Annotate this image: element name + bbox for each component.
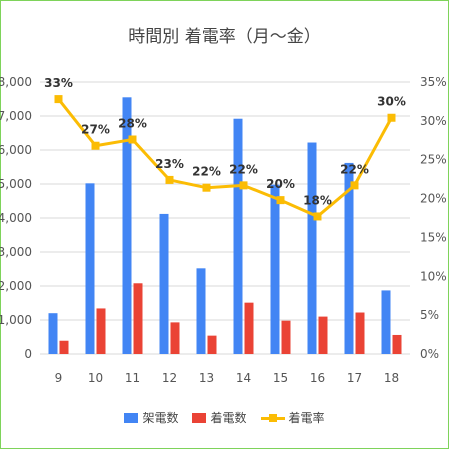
left-tick-label: 8,000 [0,75,32,89]
rate-point [387,113,396,122]
bar-connects [96,308,106,354]
x-tick-label: 13 [199,371,214,385]
bar-calls [381,290,391,354]
bar-calls [344,162,354,354]
rate-point [165,175,174,184]
x-axis-ticks: 9 10 11 12 13 14 15 16 17 18 [55,371,399,385]
rate-data-label: 22% [192,165,221,179]
rate-data-label: 33% [44,76,73,90]
chart-title: 時間別 着電率（月～金） [128,27,321,47]
rate-point [350,181,359,190]
bar-connects [170,322,180,354]
right-tick-label: 25% [420,153,447,167]
rate-point [91,141,100,150]
bar-connects [207,335,217,354]
bar-calls [85,183,95,354]
x-tick-label: 15 [273,371,288,385]
rate-point [276,196,285,205]
right-tick-label: 10% [420,269,447,283]
left-tick-label: 4,000 [0,211,32,225]
rate-data-label: 22% [229,162,258,176]
x-tick-label: 12 [162,371,177,385]
right-tick-label: 0% [420,347,439,361]
x-tick-label: 17 [347,371,362,385]
x-tick-label: 9 [55,371,63,385]
rate-data-label: 27% [81,123,110,137]
rate-data-label: 22% [340,162,369,176]
left-tick-label: 6,000 [0,143,32,157]
rate-data-label: 30% [377,95,406,109]
legend-item-rate: 着電率 [260,409,325,426]
left-axis-ticks: 0 1,000 2,000 3,000 4,000 5,000 6,000 7,000 8,00… [0,75,32,361]
legend-swatch-rate [260,413,285,423]
x-tick-label: 11 [125,371,140,385]
x-tick-label: 18 [384,371,399,385]
legend-swatch-calls [124,412,139,423]
x-tick-label: 10 [88,371,103,385]
bar-calls [122,97,132,355]
left-tick-label: 7,000 [0,109,32,123]
bar-calls [159,213,169,354]
right-tick-label: 30% [420,114,447,128]
bar-calls [48,313,58,354]
left-tick-label: 1,000 [0,313,32,327]
bar-connects [244,302,254,354]
right-tick-label: 5% [420,308,439,322]
left-tick-label: 3,000 [0,245,32,259]
legend-swatch-connects [192,412,207,423]
rate-point [239,181,248,190]
rate-data-label: 20% [266,177,295,191]
bar-calls [307,142,317,354]
bar-connects [133,283,143,354]
right-tick-label: 20% [420,192,447,206]
bar-calls [270,184,280,354]
rate-labels: 33% 27% 28% 23% 22% 22% 20% 18% 22% 30% [44,76,406,207]
legend-label-connects: 着電数 [210,411,247,425]
bars [48,97,402,355]
bar-connects [59,340,69,354]
rate-data-label: 18% [303,193,332,207]
rate-point [128,135,137,144]
left-tick-label: 0 [24,347,32,361]
legend: 架電数 着電数 着電率 [0,409,449,426]
legend-item-calls: 架電数 [124,409,178,426]
legend-item-connects: 着電数 [192,409,247,426]
bar-connects [281,320,291,354]
legend-label-calls: 架電数 [142,411,179,425]
right-axis-ticks: 0% 5% 10% 15% 20% 25% 30% 35% [420,75,447,361]
rate-data-label: 28% [118,117,147,131]
x-tick-label: 16 [310,371,325,385]
rate-point [202,183,211,192]
rate-line [54,95,396,221]
bar-connects [392,334,402,354]
left-tick-label: 5,000 [0,177,32,191]
rate-point [54,95,63,104]
legend-label-rate: 着電率 [288,411,325,425]
bar-connects [355,312,365,354]
right-tick-label: 15% [420,230,447,244]
bar-connects [318,316,328,354]
rate-data-label: 23% [155,157,184,171]
right-tick-label: 35% [420,75,447,89]
x-tick-label: 14 [236,371,251,385]
bar-calls [196,268,206,354]
left-tick-label: 2,000 [0,279,32,293]
rate-point [313,212,322,221]
bar-calls [233,118,243,354]
rate-polyline [57,98,393,218]
